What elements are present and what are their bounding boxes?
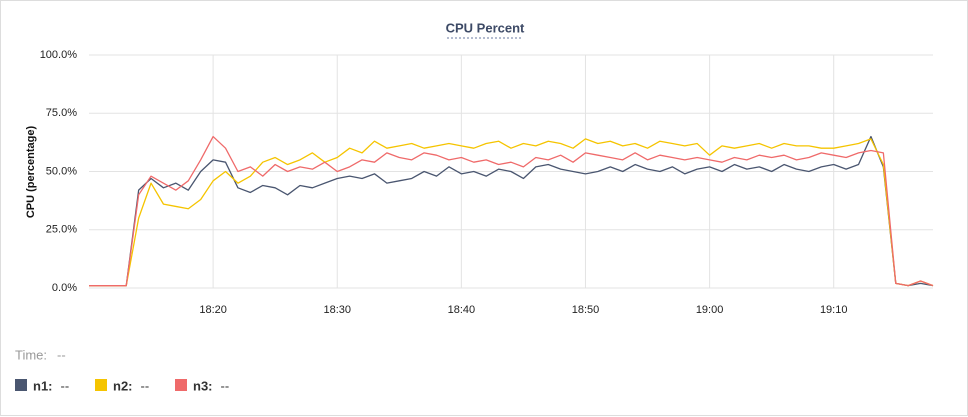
legend-label: n1:: [33, 378, 53, 393]
series-line: [89, 135, 934, 287]
legend-swatch: [95, 379, 107, 391]
x-tick-label: 19:00: [696, 304, 724, 316]
legend-value: --: [61, 378, 70, 393]
x-tick-label: 18:20: [199, 304, 227, 316]
x-tick-label: 18:30: [323, 304, 351, 316]
chart-title: CPU Percent: [446, 20, 525, 35]
x-tick-label: 19:10: [820, 304, 848, 316]
series-line: [89, 138, 934, 287]
time-label: Time:: [15, 347, 47, 362]
y-axis-label: CPU (percentage): [25, 126, 37, 219]
y-tick-label: 50.0%: [46, 165, 77, 177]
legend-value: --: [141, 378, 150, 393]
legend-value: --: [221, 378, 230, 393]
x-tick-label: 18:40: [448, 304, 476, 316]
y-tick-label: 75.0%: [46, 107, 77, 119]
y-tick-label: 100.0%: [40, 49, 78, 61]
time-value: --: [57, 347, 66, 362]
y-tick-label: 0.0%: [52, 282, 77, 294]
legend-label: n2:: [113, 378, 133, 393]
legend-swatch: [15, 379, 27, 391]
x-tick-label: 18:50: [572, 304, 600, 316]
series-line: [89, 135, 934, 287]
legend-label: n3:: [193, 378, 213, 393]
legend-swatch: [175, 379, 187, 391]
y-tick-label: 25.0%: [46, 224, 77, 236]
